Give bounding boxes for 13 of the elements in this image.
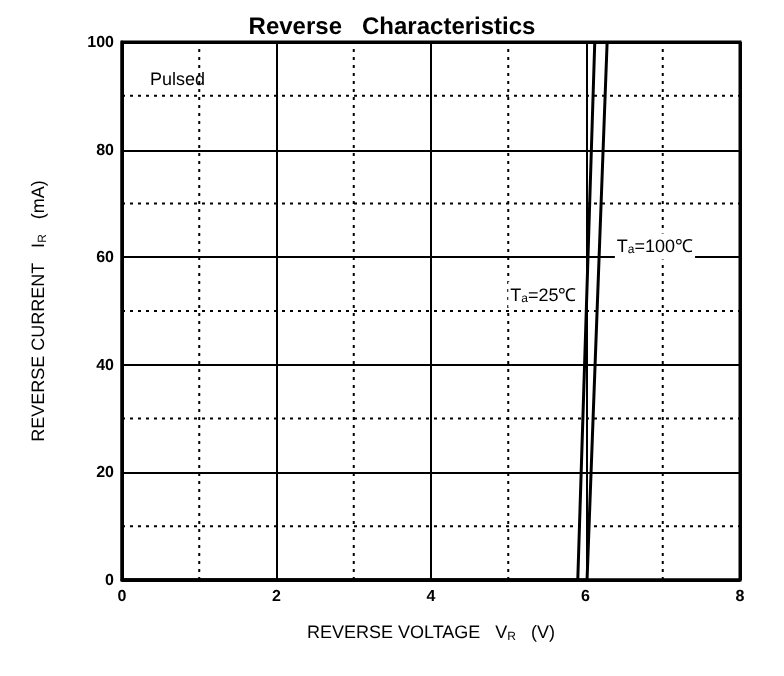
x-tick-label: 4: [426, 587, 437, 605]
y-tick-label: 20: [96, 463, 116, 482]
x-tick-label: 6: [581, 587, 592, 605]
x-tick-label: 0: [117, 587, 128, 605]
y-tick-label: 0: [105, 571, 116, 589]
annotation: Pulsed: [150, 69, 206, 89]
x-tick-label: 8: [735, 587, 746, 605]
chart-title: Reverse Characteristics: [248, 12, 537, 40]
x-tick-label: 2: [272, 587, 283, 605]
y-tick-label: 60: [96, 248, 116, 267]
y-tick-label: 80: [96, 140, 116, 159]
y-tick-label: 40: [96, 355, 116, 374]
y-tick-label: 100: [87, 33, 116, 51]
